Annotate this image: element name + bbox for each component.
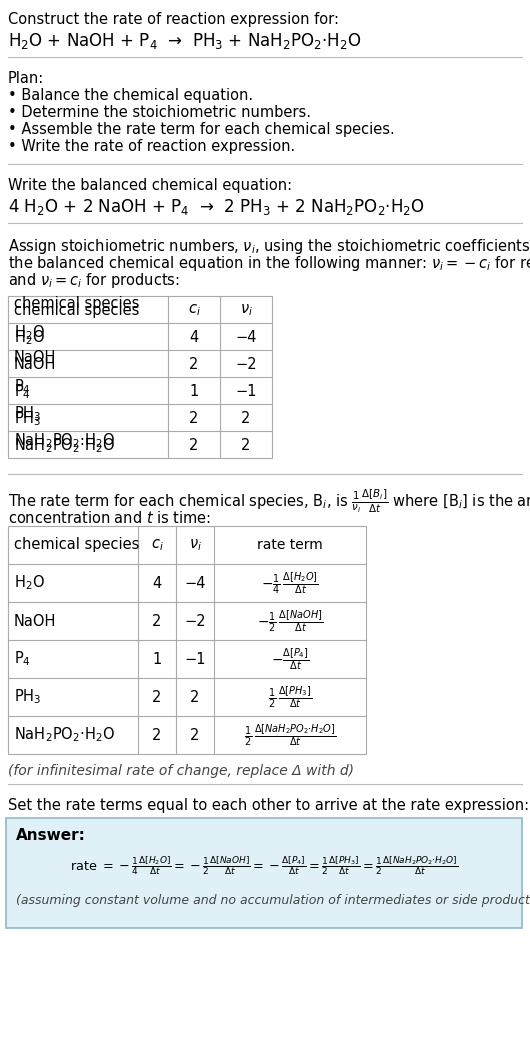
Text: NaH$_2$PO$_2$·H$_2$O: NaH$_2$PO$_2$·H$_2$O <box>14 431 115 450</box>
Text: PH$_3$: PH$_3$ <box>14 409 41 428</box>
Text: 2: 2 <box>241 438 251 453</box>
Text: • Balance the chemical equation.: • Balance the chemical equation. <box>8 88 253 103</box>
Text: $-\frac{1}{4}\,\frac{\Delta[H_2O]}{\Delta t}$: $-\frac{1}{4}\,\frac{\Delta[H_2O]}{\Delt… <box>261 570 319 596</box>
Text: 2: 2 <box>152 614 162 629</box>
Text: NaH$_2$PO$_2$·H$_2$O: NaH$_2$PO$_2$·H$_2$O <box>14 726 115 745</box>
Text: P$_4$: P$_4$ <box>14 650 31 668</box>
Text: NaOH: NaOH <box>14 614 56 629</box>
Text: 2: 2 <box>152 689 162 705</box>
Text: 2: 2 <box>190 689 200 705</box>
FancyBboxPatch shape <box>6 818 522 928</box>
Bar <box>8 526 366 754</box>
Text: $-\frac{\Delta[P_4]}{\Delta t}$: $-\frac{\Delta[P_4]}{\Delta t}$ <box>271 646 309 672</box>
Text: 4: 4 <box>153 575 162 591</box>
Text: Write the balanced chemical equation:: Write the balanced chemical equation: <box>8 178 292 194</box>
Text: PH$_3$: PH$_3$ <box>14 687 41 706</box>
Text: 2: 2 <box>189 438 199 453</box>
Text: H$_2$O: H$_2$O <box>14 573 45 592</box>
Text: −2: −2 <box>235 357 257 372</box>
Text: $c_i$: $c_i$ <box>188 302 200 318</box>
Text: • Write the rate of reaction expression.: • Write the rate of reaction expression. <box>8 139 295 154</box>
Text: Set the rate terms equal to each other to arrive at the rate expression:: Set the rate terms equal to each other t… <box>8 798 529 813</box>
Text: −4: −4 <box>235 329 257 345</box>
Text: P$_4$: P$_4$ <box>14 377 31 395</box>
Text: H$_2$O + NaOH + P$_4$  →  PH$_3$ + NaH$_2$PO$_2$·H$_2$O: H$_2$O + NaOH + P$_4$ → PH$_3$ + NaH$_2$… <box>8 31 361 51</box>
Text: 4 H$_2$O + 2 NaOH + P$_4$  →  2 PH$_3$ + 2 NaH$_2$PO$_2$·H$_2$O: 4 H$_2$O + 2 NaOH + P$_4$ → 2 PH$_3$ + 2… <box>8 197 425 217</box>
Text: Construct the rate of reaction expression for:: Construct the rate of reaction expressio… <box>8 12 339 27</box>
Text: 1: 1 <box>153 652 162 666</box>
Text: chemical species: chemical species <box>14 303 139 318</box>
Text: NaH$_2$PO$_2$·H$_2$O: NaH$_2$PO$_2$·H$_2$O <box>14 436 115 455</box>
Text: $\nu_i$: $\nu_i$ <box>240 302 252 318</box>
Text: 2: 2 <box>241 411 251 426</box>
Text: −4: −4 <box>184 575 206 591</box>
Text: −1: −1 <box>235 384 257 399</box>
Text: Answer:: Answer: <box>16 828 86 843</box>
Text: rate $= -\frac{1}{4}\frac{\Delta[H_2O]}{\Delta t} = -\frac{1}{2}\frac{\Delta[NaO: rate $= -\frac{1}{4}\frac{\Delta[H_2O]}{… <box>70 854 458 877</box>
Text: chemical species: chemical species <box>14 296 139 311</box>
Text: PH$_3$: PH$_3$ <box>14 404 41 423</box>
Text: Assign stoichiometric numbers, $\nu_i$, using the stoichiometric coefficients, $: Assign stoichiometric numbers, $\nu_i$, … <box>8 237 530 256</box>
Text: $c_i$: $c_i$ <box>151 538 163 553</box>
Text: $\frac{1}{2}\,\frac{\Delta[PH_3]}{\Delta t}$: $\frac{1}{2}\,\frac{\Delta[PH_3]}{\Delta… <box>268 684 312 710</box>
Text: NaOH: NaOH <box>14 350 56 365</box>
Text: H$_2$O: H$_2$O <box>14 328 45 347</box>
Text: NaOH: NaOH <box>14 357 56 372</box>
Text: Plan:: Plan: <box>8 71 44 86</box>
Text: 2: 2 <box>152 728 162 743</box>
Text: The rate term for each chemical species, B$_i$, is $\frac{1}{\nu_i}\frac{\Delta[: The rate term for each chemical species,… <box>8 488 530 516</box>
Text: 2: 2 <box>189 357 199 372</box>
Text: H$_2$O: H$_2$O <box>14 323 45 342</box>
Text: • Assemble the rate term for each chemical species.: • Assemble the rate term for each chemic… <box>8 122 395 137</box>
Text: 1: 1 <box>189 384 199 399</box>
Text: (for infinitesimal rate of change, replace Δ with d): (for infinitesimal rate of change, repla… <box>8 764 354 778</box>
Text: −1: −1 <box>184 652 206 666</box>
Text: P$_4$: P$_4$ <box>14 382 31 401</box>
Text: $-\frac{1}{2}\,\frac{\Delta[NaOH]}{\Delta t}$: $-\frac{1}{2}\,\frac{\Delta[NaOH]}{\Delt… <box>257 608 323 634</box>
Text: • Determine the stoichiometric numbers.: • Determine the stoichiometric numbers. <box>8 105 311 120</box>
Text: $\nu_i$: $\nu_i$ <box>189 538 201 553</box>
Text: 2: 2 <box>190 728 200 743</box>
Text: 2: 2 <box>189 411 199 426</box>
Text: rate term: rate term <box>257 538 323 552</box>
Text: chemical species: chemical species <box>14 538 139 552</box>
Text: concentration and $t$ is time:: concentration and $t$ is time: <box>8 510 211 526</box>
Text: and $\nu_i = c_i$ for products:: and $\nu_i = c_i$ for products: <box>8 271 180 290</box>
Text: 4: 4 <box>189 329 199 345</box>
Text: the balanced chemical equation in the following manner: $\nu_i = -c_i$ for react: the balanced chemical equation in the fo… <box>8 254 530 273</box>
Text: (assuming constant volume and no accumulation of intermediates or side products): (assuming constant volume and no accumul… <box>16 894 530 907</box>
Bar <box>8 296 272 458</box>
Text: −2: −2 <box>184 614 206 629</box>
Text: $\frac{1}{2}\,\frac{\Delta[NaH_2PO_2{\cdot}H_2O]}{\Delta t}$: $\frac{1}{2}\,\frac{\Delta[NaH_2PO_2{\cd… <box>244 722 336 748</box>
